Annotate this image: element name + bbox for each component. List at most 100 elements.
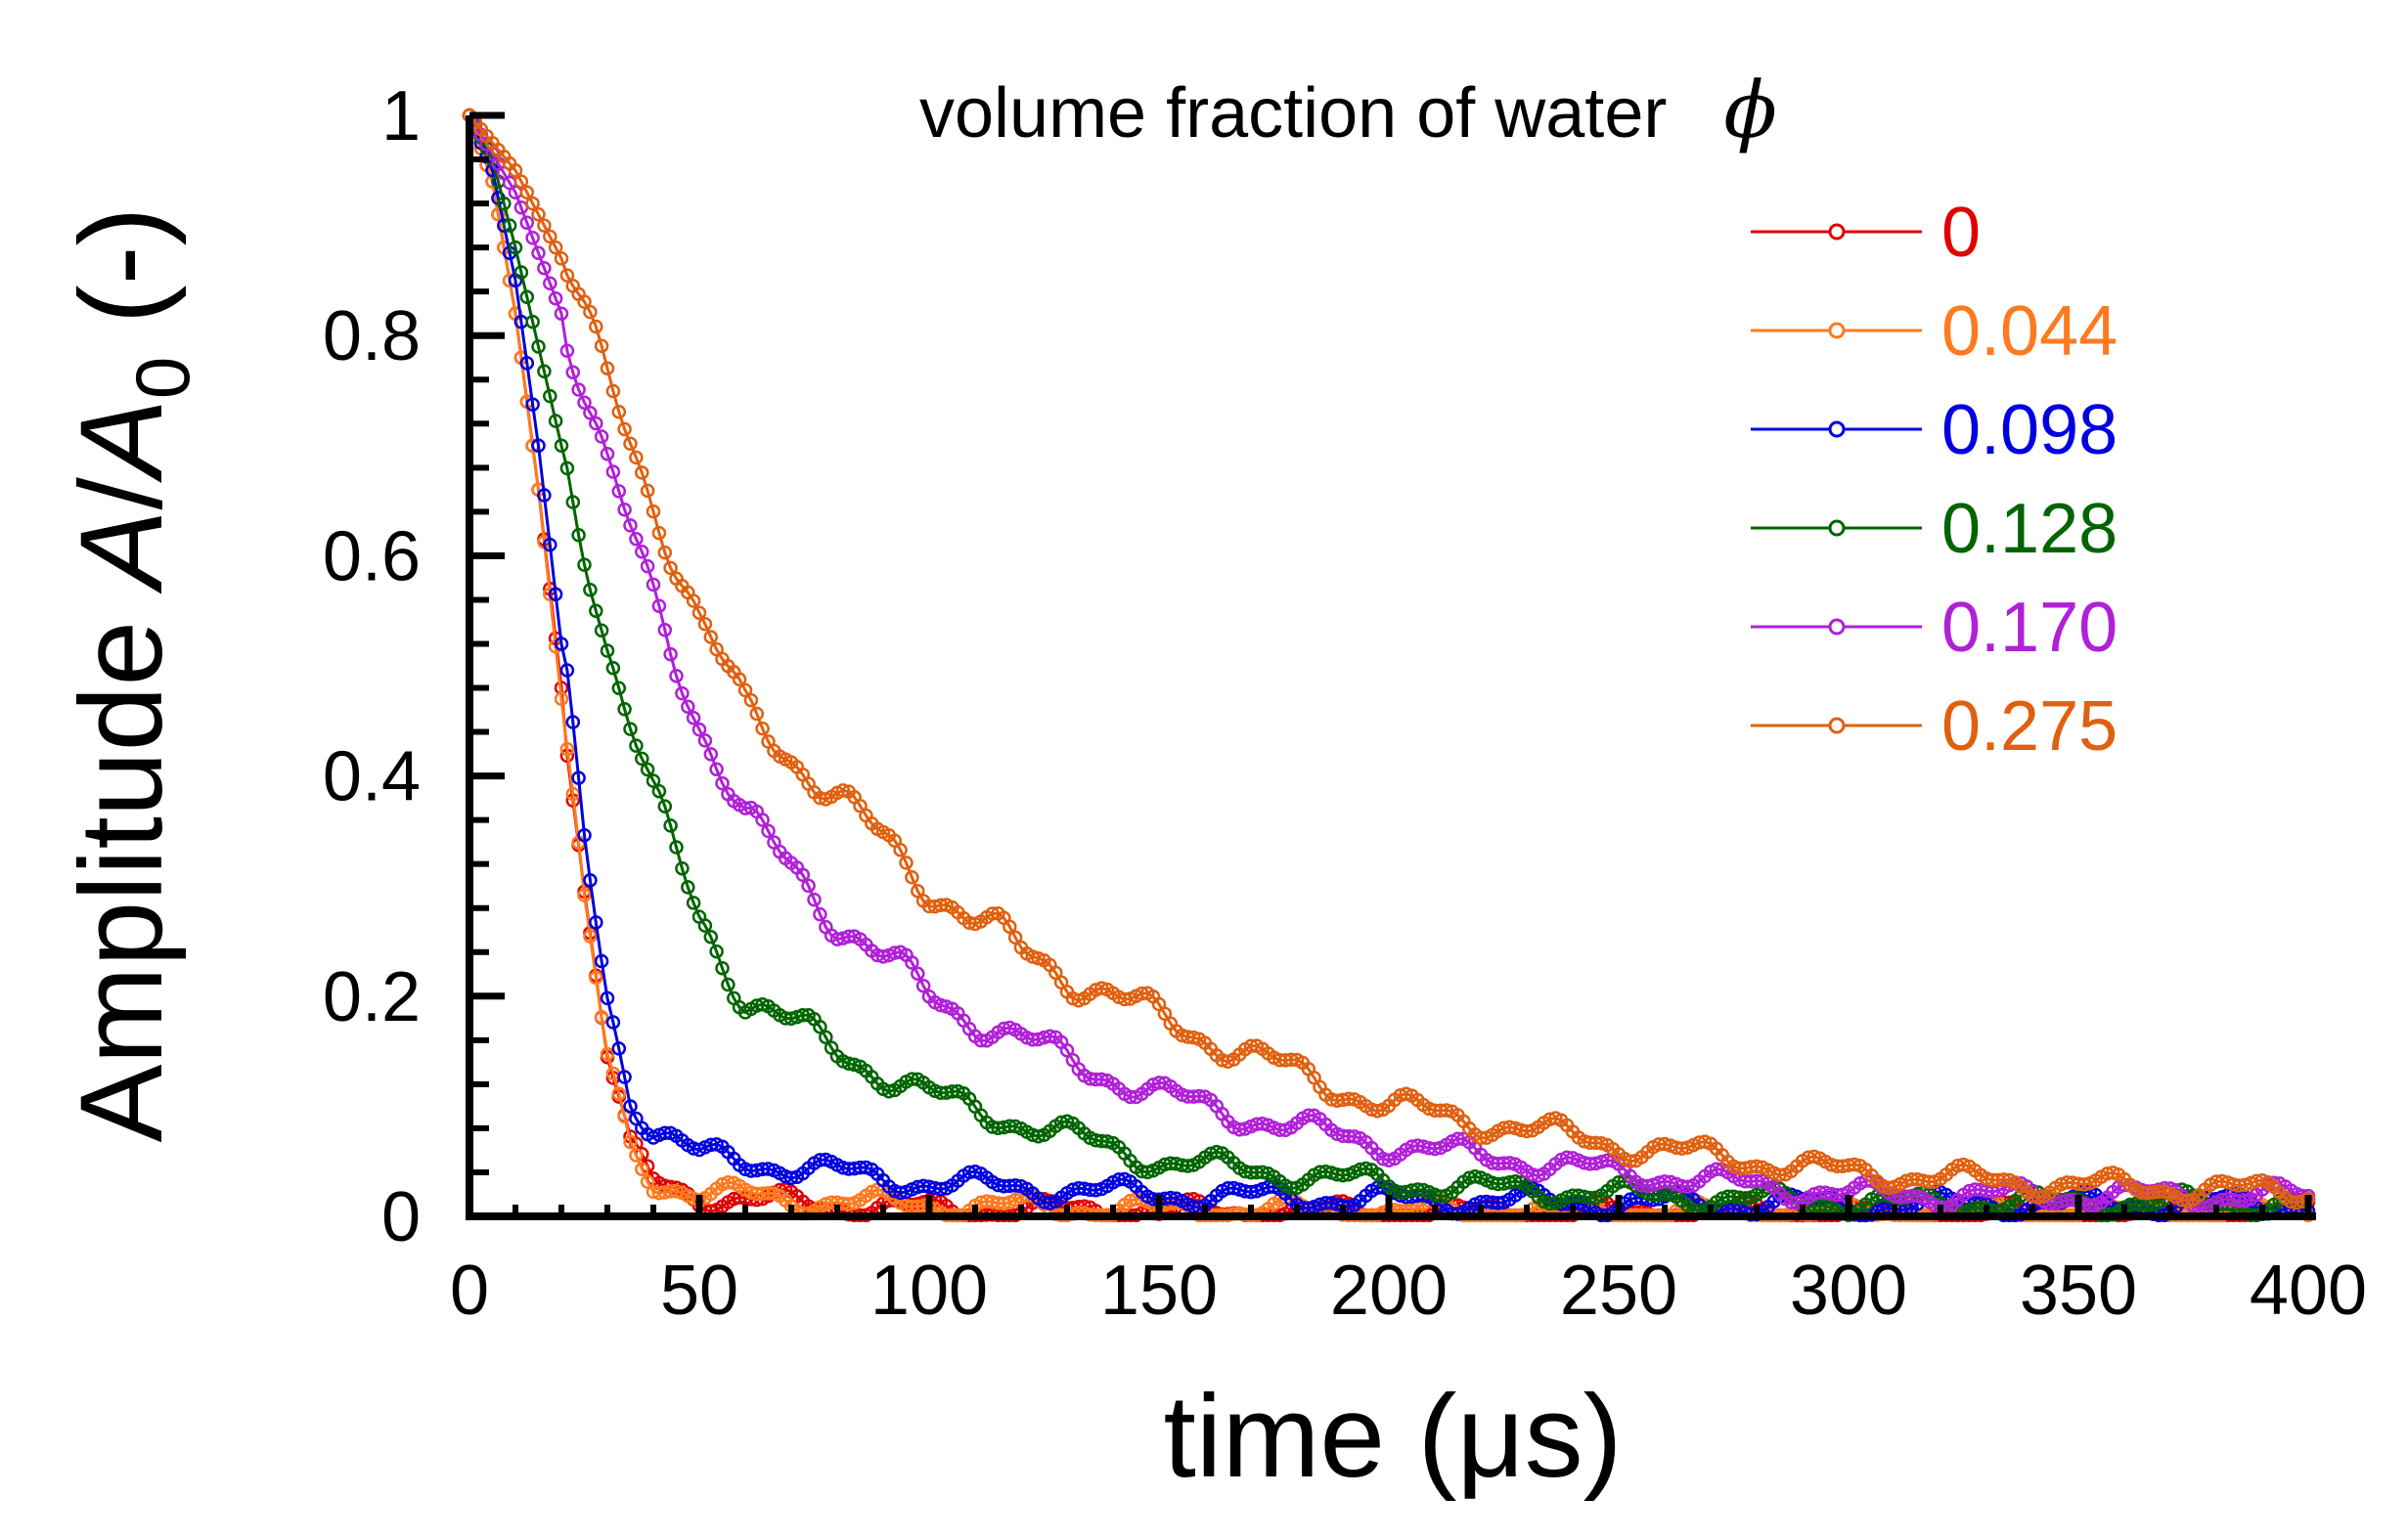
data-point — [640, 1174, 655, 1189]
data-point — [669, 668, 684, 683]
data-point — [681, 880, 695, 895]
data-point — [594, 623, 609, 638]
data-point — [519, 215, 535, 231]
data-point — [669, 1184, 684, 1199]
data-point — [537, 488, 552, 503]
data-point — [2030, 1190, 2046, 1206]
data-point — [703, 630, 719, 644]
legend-marker — [1828, 223, 1846, 241]
data-point — [801, 878, 816, 894]
data-point — [1003, 919, 1017, 934]
y-axis-title-subscript: 0 — [119, 357, 205, 399]
y-tick-label: 0.2 — [323, 958, 421, 1036]
data-point — [497, 196, 512, 211]
data-point — [565, 495, 581, 509]
legend-entry: 0.170 — [1751, 589, 2118, 667]
data-point — [1255, 1165, 1271, 1180]
data-point — [589, 603, 603, 619]
data-point — [675, 685, 690, 701]
data-point — [629, 450, 644, 465]
legend-entry: 0 — [1751, 194, 1981, 272]
data-point — [646, 773, 661, 788]
x-tick-label: 50 — [660, 1252, 738, 1330]
data-point — [537, 260, 552, 276]
data-point — [554, 306, 569, 321]
data-point — [899, 856, 914, 870]
data-point — [513, 174, 529, 189]
data-point — [623, 436, 638, 452]
legend-label: 0.128 — [1941, 490, 2118, 568]
data-point — [646, 504, 661, 519]
data-point — [617, 421, 632, 437]
data-point — [600, 643, 615, 658]
data-point — [1094, 981, 1109, 995]
y-tick-label: 0 — [381, 1178, 421, 1256]
data-point — [761, 823, 776, 839]
data-point — [651, 598, 667, 613]
legend-label: 0 — [1941, 194, 1981, 272]
data-point — [525, 196, 540, 211]
data-point — [1007, 930, 1023, 946]
y-tick-label: 1 — [381, 77, 421, 155]
data-point — [715, 775, 730, 791]
data-point — [686, 896, 701, 910]
data-point — [881, 1083, 897, 1099]
data-point — [543, 276, 557, 290]
y-tick-label: 0.4 — [323, 738, 421, 816]
data-point — [715, 960, 730, 976]
data-point — [617, 502, 632, 517]
data-point — [623, 722, 638, 736]
data-point — [691, 605, 707, 620]
data-point — [686, 711, 701, 726]
data-point — [813, 1019, 827, 1034]
data-point — [525, 314, 540, 330]
data-point — [905, 955, 919, 970]
data-point — [703, 929, 719, 945]
data-point — [1508, 1174, 1523, 1189]
data-point — [1847, 1157, 1862, 1172]
data-point — [513, 265, 529, 280]
axes: 0 50 100 150 200 250 300 350 400 0 0.2 0.4 0.6 0.8 1 — [323, 77, 2367, 1330]
x-tick-label: 300 — [1790, 1252, 1907, 1330]
data-point — [1099, 1134, 1115, 1149]
data-point — [761, 1162, 776, 1176]
series-0.128 — [462, 108, 2316, 1223]
legend-label: 0.044 — [1941, 292, 2118, 371]
data-point — [565, 365, 581, 380]
x-tick-label: 150 — [1100, 1252, 1218, 1330]
x-tick-label: 400 — [2250, 1252, 2367, 1330]
legend-title-symbol: ϕ — [1723, 65, 1777, 155]
data-point — [589, 416, 603, 431]
data-point — [577, 395, 592, 410]
legend-marker — [1828, 519, 1846, 537]
legend-entry: 0.098 — [1751, 391, 2118, 469]
data-point — [709, 944, 724, 959]
data-point — [537, 218, 552, 233]
data-point — [559, 741, 575, 757]
data-point — [589, 970, 603, 986]
data-point — [795, 867, 811, 883]
data-point — [531, 339, 546, 354]
data-point — [583, 873, 598, 888]
legend-label: 0.098 — [1941, 391, 2118, 469]
data-point — [617, 1070, 632, 1084]
data-point — [697, 918, 713, 933]
data-point — [697, 616, 713, 632]
data-point — [577, 827, 592, 843]
data-point — [543, 388, 557, 404]
data-point — [675, 860, 690, 876]
legend-marker — [1828, 420, 1846, 438]
data-point — [691, 722, 707, 737]
data-point — [531, 207, 546, 222]
x-tick-label: 200 — [1330, 1252, 1448, 1330]
data-point — [623, 518, 638, 533]
data-point — [629, 531, 644, 547]
data-point — [559, 268, 575, 283]
data-point — [600, 361, 615, 375]
data-point — [640, 762, 655, 777]
y-axis-title-slash: / — [56, 477, 187, 510]
data-point — [502, 218, 517, 233]
data-point — [640, 483, 655, 499]
legend-label: 0.170 — [1941, 589, 2118, 667]
